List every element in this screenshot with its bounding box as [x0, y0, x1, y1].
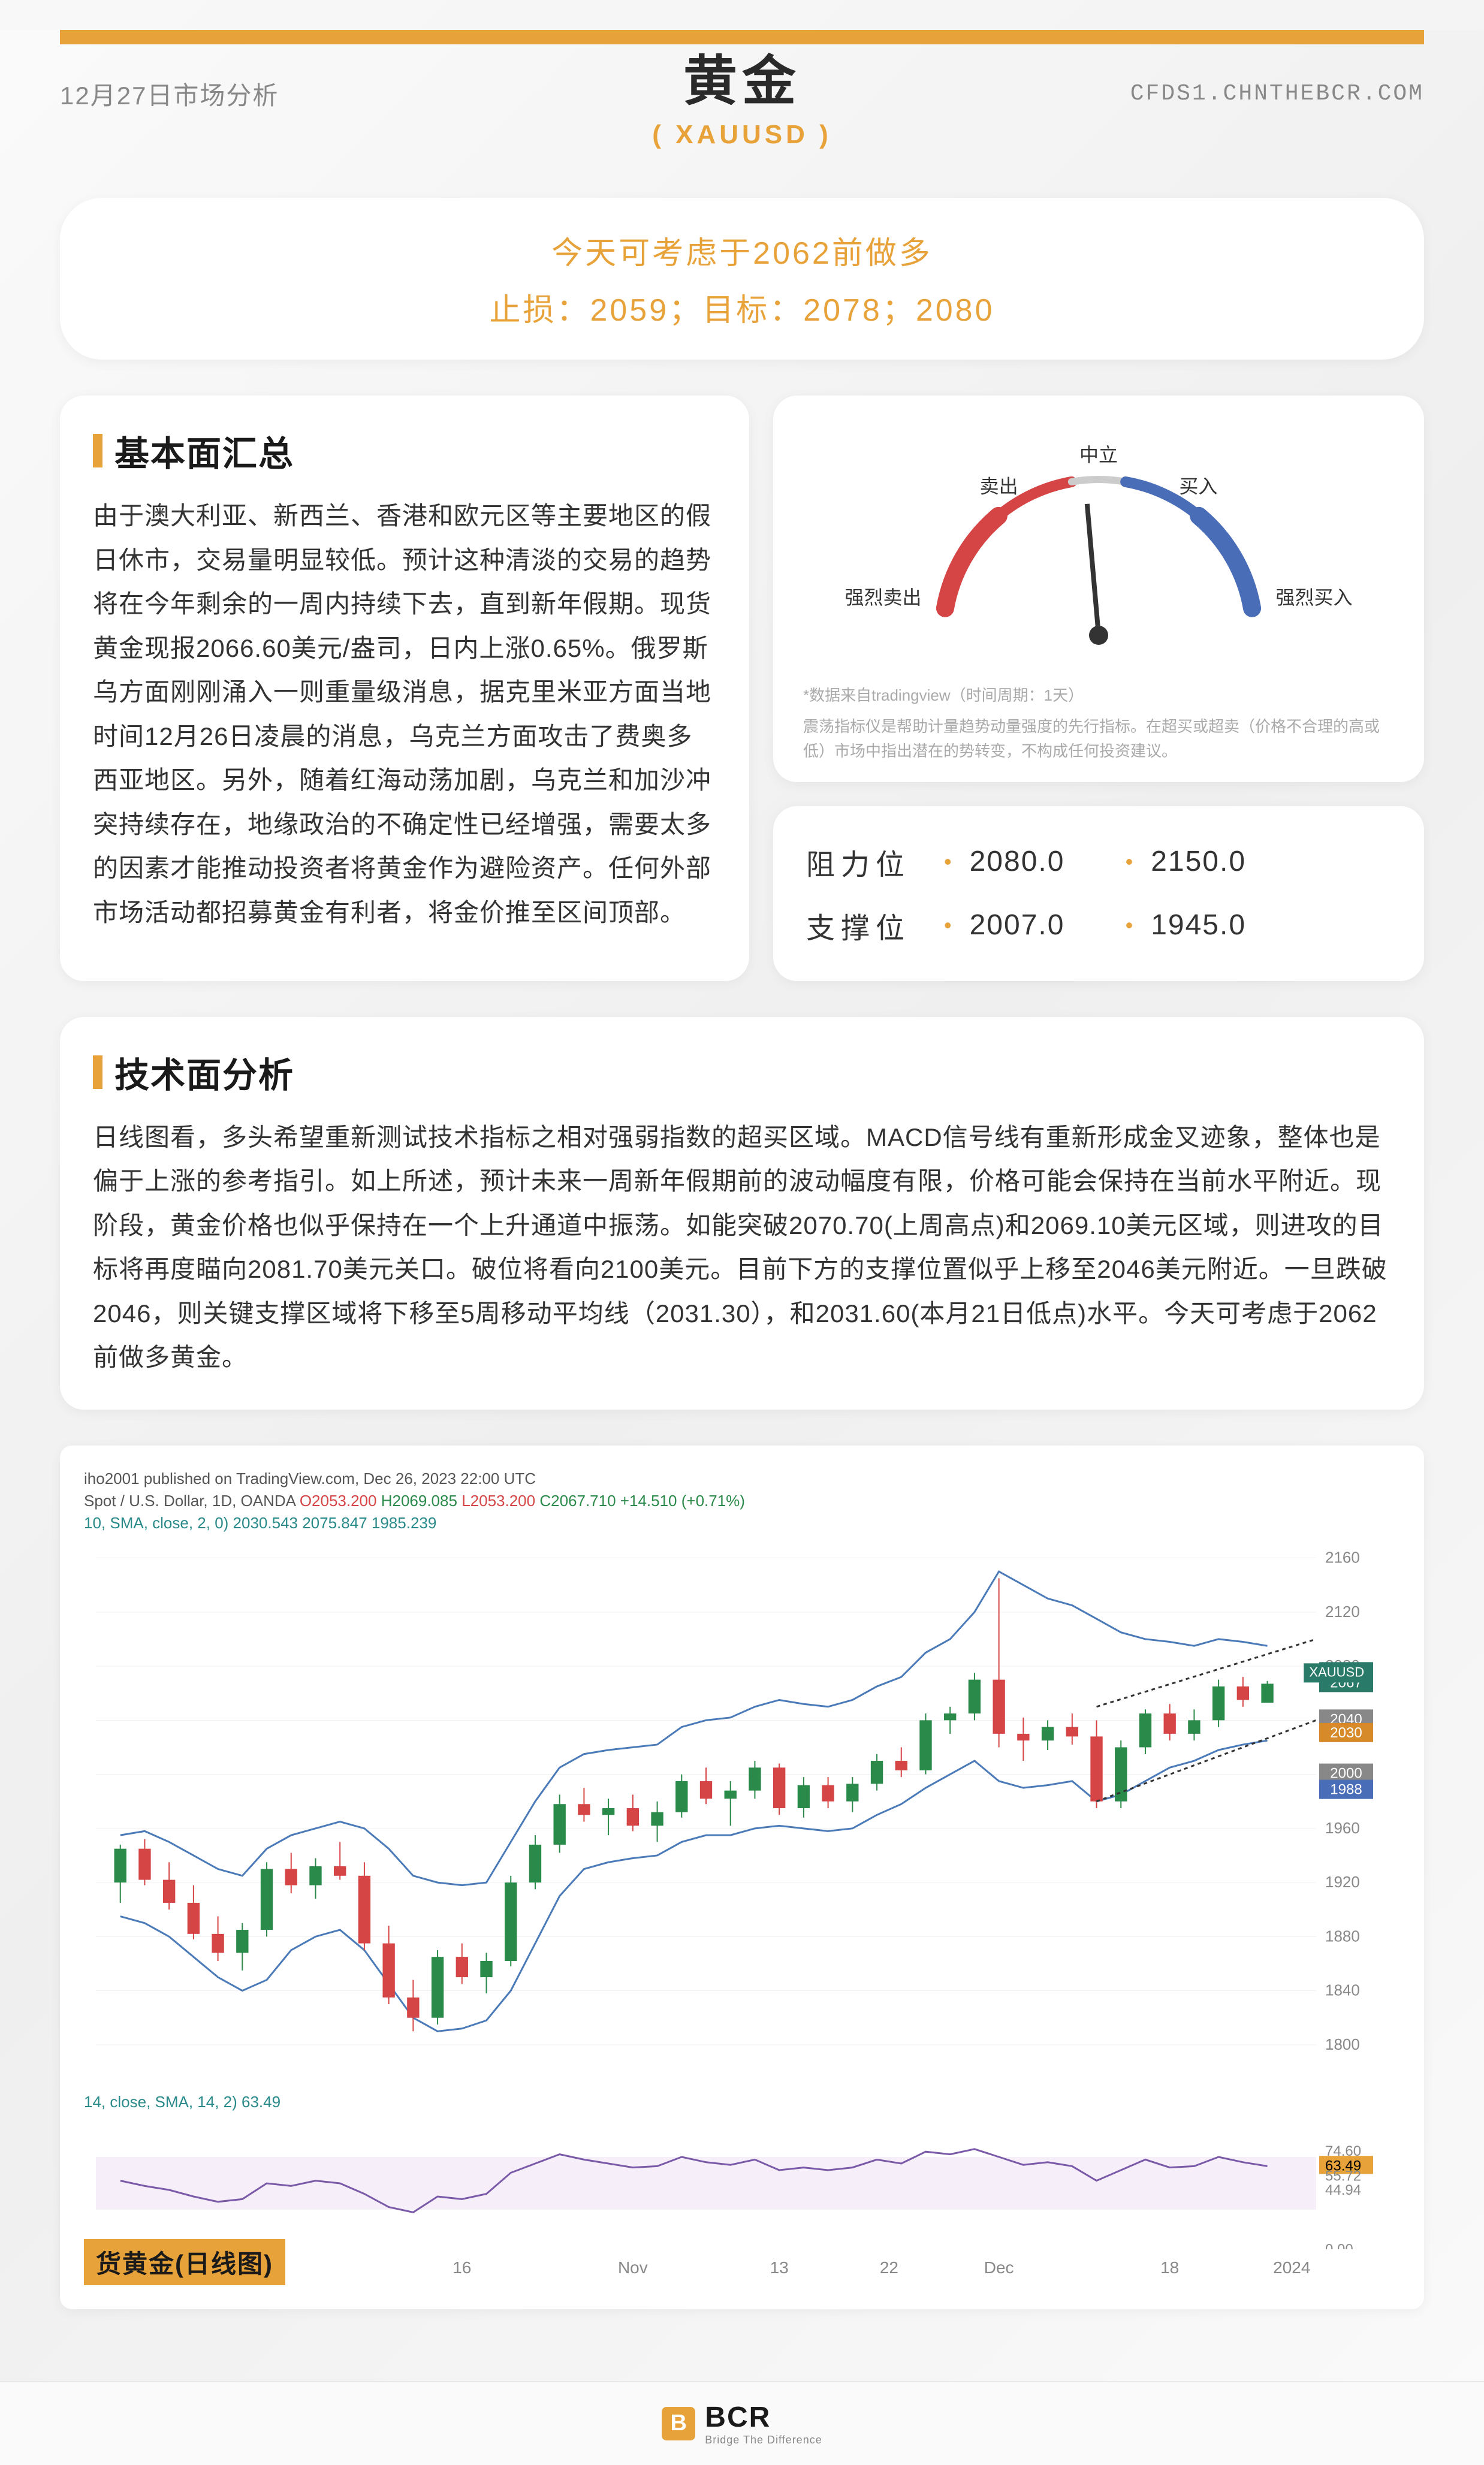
- svg-text:1880: 1880: [1325, 1927, 1360, 1945]
- chart-rsi-line: 14, close, SMA, 14, 2) 63.49: [84, 2093, 1400, 2111]
- resistance-row: 阻力位 • 2080.0 • 2150.0: [806, 830, 1391, 894]
- bullet-icon: •: [944, 849, 952, 874]
- logo-text: BCR: [705, 2401, 822, 2434]
- svg-text:1800: 1800: [1325, 2035, 1360, 2053]
- logo-icon: B: [662, 2407, 695, 2440]
- svg-text:卖出: 卖出: [980, 475, 1018, 497]
- svg-text:0.00: 0.00: [1325, 2241, 1353, 2249]
- header-title: 黄金 ( XAUUSD ): [652, 37, 832, 150]
- fundamental-title: 基本面汇总: [114, 426, 294, 476]
- svg-text:1960: 1960: [1325, 1819, 1360, 1837]
- chart-card: iho2001 published on TradingView.com, De…: [60, 1446, 1424, 2309]
- gauge-card: 强烈卖出 卖出 中立买入强烈买入 *数据来自tradingview（时间周期：1天）…: [773, 396, 1424, 782]
- support-label: 支撑位: [806, 904, 926, 946]
- header-date: 12月27日市场分析: [60, 76, 652, 112]
- support-val-1: 2007.0: [970, 909, 1108, 942]
- bullet-icon: •: [1126, 913, 1133, 938]
- svg-text:强烈买入: 强烈买入: [1275, 587, 1352, 608]
- suggestion-line1: 今天可考虑于2062前做多: [96, 228, 1388, 273]
- title-main: 黄金: [652, 37, 832, 115]
- svg-text:强烈卖出: 强烈卖出: [845, 587, 922, 608]
- header-url: CFDS1.CHNTHEBCR.COM: [832, 81, 1424, 107]
- resistance-label: 阻力位: [806, 841, 926, 883]
- resistance-val-2: 2150.0: [1151, 845, 1289, 878]
- technical-card: 技术面分析 日线图看，多头希望重新测试技术指标之相对强弱指数的超买区域。MACD…: [60, 1017, 1424, 1410]
- title-bar-icon: [93, 1055, 102, 1089]
- chart-bottom-label: 货黄金(日线图): [84, 2239, 285, 2285]
- svg-text:2160: 2160: [1325, 1548, 1360, 1566]
- chart-sma-line: 10, SMA, close, 2, 0) 2030.543 2075.847 …: [84, 1514, 1400, 1532]
- header: 12月27日市场分析 黄金 ( XAUUSD ) CFDS1.CHNTHEBCR…: [0, 37, 1484, 150]
- gauge-note1: *数据来自tradingview（时间周期：1天）: [803, 683, 1394, 708]
- technical-title: 技术面分析: [114, 1047, 294, 1097]
- svg-text:中立: 中立: [1079, 444, 1118, 466]
- suggestion-line2: 止损：2059；目标：2078；2080: [96, 285, 1388, 330]
- logo-sub: Bridge The Difference: [705, 2434, 822, 2446]
- price-chart: 2160212020802040200019601920188018401800…: [84, 1538, 1400, 2078]
- support-val-2: 1945.0: [1151, 909, 1289, 942]
- svg-text:XAUUSD: XAUUSD: [1309, 1664, 1364, 1679]
- svg-text:1840: 1840: [1325, 1981, 1360, 1999]
- svg-text:Dec: Dec: [984, 2258, 1014, 2277]
- fundamental-body: 由于澳大利亚、新西兰、香港和欧元区等主要地区的假日休市，交易量明显较低。预计这种…: [93, 494, 716, 934]
- gauge-note2: 震荡指标仪是帮助计量趋势动量强度的先行指标。在超买或超卖（价格不合理的高或低）市…: [803, 714, 1394, 764]
- svg-text:2024: 2024: [1273, 2258, 1310, 2277]
- svg-text:1988: 1988: [1330, 1781, 1362, 1797]
- support-row: 支撑位 • 2007.0 • 1945.0: [806, 894, 1391, 957]
- svg-text:2120: 2120: [1325, 1603, 1360, 1621]
- svg-text:2030: 2030: [1330, 1725, 1362, 1741]
- footer: B BCR Bridge The Difference: [0, 2381, 1484, 2465]
- chart-published: iho2001 published on TradingView.com, De…: [84, 1470, 1400, 1488]
- technical-body: 日线图看，多头希望重新测试技术指标之相对强弱指数的超买区域。MACD信号线有重新…: [93, 1115, 1391, 1380]
- sentiment-gauge: 强烈卖出 卖出 中立买入强烈买入: [829, 420, 1368, 671]
- svg-text:1920: 1920: [1325, 1873, 1360, 1891]
- footer-logo: B BCR Bridge The Difference: [662, 2401, 822, 2446]
- svg-text:13: 13: [770, 2258, 789, 2277]
- svg-text:Nov: Nov: [618, 2258, 648, 2277]
- fundamental-card: 基本面汇总 由于澳大利亚、新西兰、香港和欧元区等主要地区的假日休市，交易量明显较…: [60, 396, 749, 981]
- chart-ohlc: Spot / U.S. Dollar, 1D, OANDA O2053.200 …: [84, 1492, 1400, 1510]
- svg-text:买入: 买入: [1179, 475, 1217, 497]
- svg-text:22: 22: [880, 2258, 898, 2277]
- title-symbol: ( XAUUSD ): [652, 120, 832, 150]
- resistance-val-1: 2080.0: [970, 845, 1108, 878]
- svg-text:16: 16: [453, 2258, 471, 2277]
- svg-text:2000: 2000: [1330, 1765, 1362, 1781]
- bullet-icon: •: [1126, 849, 1133, 874]
- svg-text:44.94: 44.94: [1325, 2182, 1361, 2198]
- title-bar-icon: [93, 434, 102, 467]
- bullet-icon: •: [944, 913, 952, 938]
- svg-text:18: 18: [1160, 2258, 1179, 2277]
- levels-card: 阻力位 • 2080.0 • 2150.0 支撑位 • 2007.0 • 194…: [773, 806, 1424, 981]
- suggestion-card: 今天可考虑于2062前做多 止损：2059；目标：2078；2080: [60, 198, 1424, 360]
- rsi-chart: 74.6063.4955.7244.940.00: [84, 2117, 1400, 2249]
